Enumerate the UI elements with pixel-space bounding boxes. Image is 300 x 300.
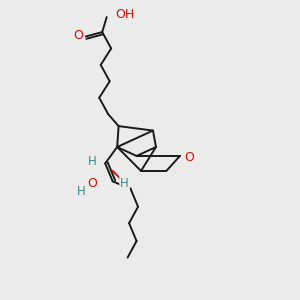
Text: O: O: [184, 151, 194, 164]
Text: O: O: [74, 29, 83, 42]
Text: H: H: [77, 185, 86, 198]
Text: O: O: [87, 177, 97, 190]
Text: OH: OH: [115, 8, 134, 21]
Text: H: H: [87, 155, 96, 168]
Text: H: H: [120, 177, 129, 190]
